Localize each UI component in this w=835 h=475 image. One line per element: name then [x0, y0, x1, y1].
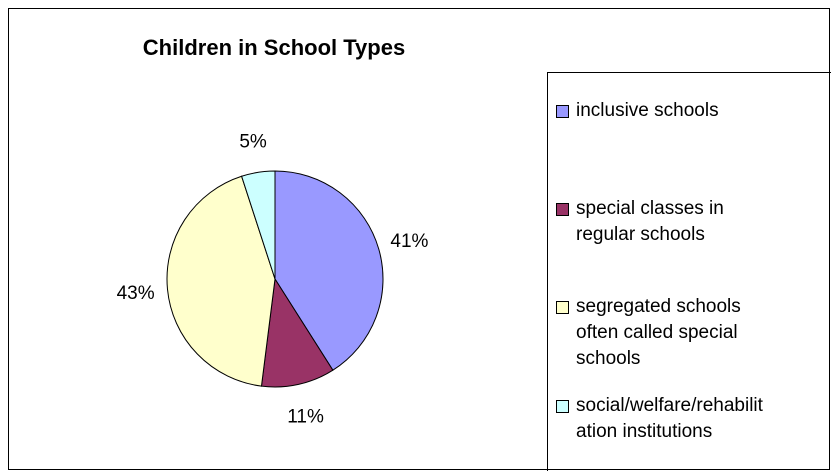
pie-slice [274, 170, 384, 371]
legend: inclusive schools special classes in reg… [547, 72, 831, 471]
legend-label: special classes in [576, 198, 724, 219]
chart-frame: Children in School Types 41% 11% 43% 5% inc… [8, 8, 831, 471]
legend-label: ation institutions [576, 421, 713, 442]
pie-data-label: 11% [287, 407, 324, 428]
legend-label: social/welfare/rehabilit [576, 395, 763, 416]
legend-label: schools [576, 348, 641, 369]
legend-swatch [556, 105, 569, 118]
pie-chart: 41% 11% 43% 5% [117, 132, 429, 428]
chart-title: Children in School Types [142, 35, 406, 60]
pie-slice [260, 277, 334, 388]
pie-slice [166, 175, 276, 387]
legend-label: often called special [576, 322, 738, 343]
pie-data-label: 5% [239, 132, 267, 153]
pie-slice [240, 170, 276, 280]
pie-data-label: 43% [117, 283, 155, 304]
legend-swatch [556, 203, 569, 216]
legend-swatch [556, 301, 569, 314]
pie-data-label: 41% [390, 231, 428, 252]
legend-label: segregated schools [576, 296, 741, 317]
legend-swatch [556, 400, 569, 413]
legend-label: regular schools [576, 224, 705, 245]
legend-label: inclusive schools [576, 100, 719, 121]
